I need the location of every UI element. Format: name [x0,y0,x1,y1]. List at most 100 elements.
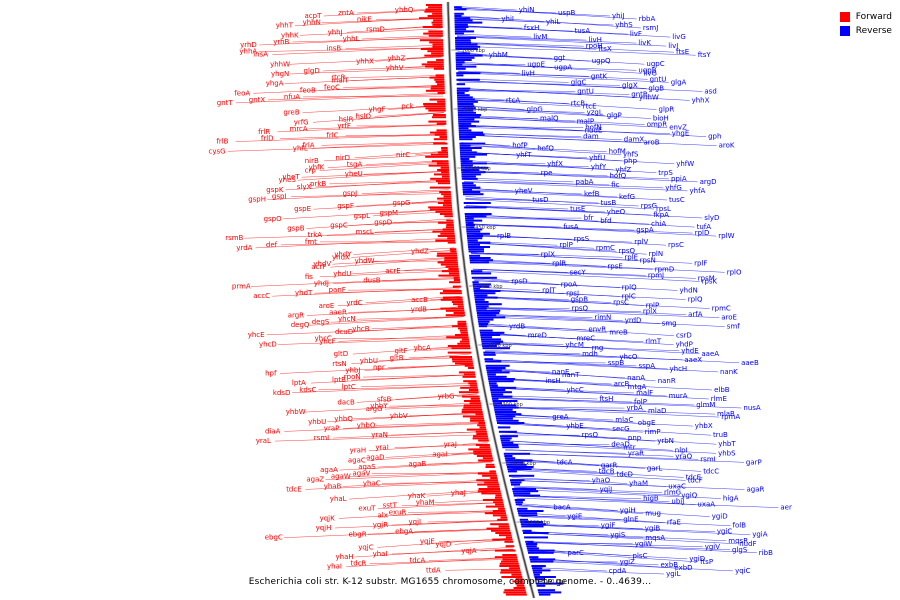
reverse-connector [497,416,693,427]
forward-connector [394,444,489,448]
forward-feature [427,15,443,17]
forward-gene-label: yhhV [386,64,404,72]
reverse-connector [475,289,686,300]
reverse-feature [513,494,541,497]
reverse-gene-label: exbD [674,564,692,572]
forward-gene-label: feoC [324,83,340,91]
reverse-connector [460,127,670,134]
forward-feature [448,272,460,275]
forward-feature [470,419,485,422]
forward-feature [497,518,508,521]
forward-gene-label: trkA [308,231,323,239]
reverse-connector [527,541,703,548]
reverse-feature [460,160,473,163]
reverse-feature [519,518,528,521]
reverse-gene-label: tusA [575,27,591,35]
reverse-gene-label: rlmT [645,338,662,346]
reverse-feature [481,340,504,343]
reverse-connector [479,314,593,318]
reverse-connector [524,531,727,542]
reverse-connector-lines [456,6,779,575]
forward-connector [332,431,486,439]
reverse-gene-label: plsC [633,552,648,560]
forward-feature [513,587,526,589]
reverse-gene-label: csrD [676,332,692,340]
reverse-gene-label: rpsD [511,277,527,285]
forward-feature [427,61,444,64]
reverse-gene-label: sspB [608,359,625,367]
reverse-gene-label: asd [704,87,716,95]
forward-gene-label: yrhD [240,41,257,49]
reverse-connector [483,343,680,352]
forward-gene-label: sstT [383,502,398,510]
forward-gene-label: yhhZ [388,54,406,62]
reverse-gene-label: livM [533,33,547,41]
forward-connector [323,9,441,17]
reverse-connector [470,252,693,264]
reverse-gene-label: rpsL [656,205,671,213]
forward-gene-label: prkB [310,180,326,188]
reverse-feature [466,230,481,233]
reverse-feature [466,232,490,235]
reverse-connector [501,431,717,445]
reverse-connector [511,477,628,484]
forward-connector [308,124,445,130]
reverse-feature [462,182,474,185]
reverse-gene-label: murA [669,392,688,400]
forward-feature [492,514,507,517]
reverse-connector [518,505,644,514]
forward-connector [407,510,504,513]
forward-gene-label: nikE [357,16,372,24]
reverse-feature [483,353,496,356]
reverse-gene-label: mqsA [645,534,665,542]
reverse-gene-label: malP [577,118,594,126]
forward-gene-label: yqjH [316,524,332,532]
reverse-feature [459,136,476,138]
reverse-feature [524,536,548,539]
map-caption: Escherichia coli str. K-12 substr. MG165… [248,577,652,587]
reverse-connector [459,108,651,119]
reverse-feature [472,283,492,286]
forward-connector [323,154,447,162]
forward-gene-label: exuR [389,508,407,516]
reverse-feature [454,26,469,28]
reverse-feature [462,191,481,193]
forward-feature [431,21,443,24]
reverse-connector [456,7,637,20]
reverse-feature [520,523,547,526]
forward-gene-label: tdcA [410,557,426,565]
reverse-feature [533,573,540,576]
reverse-feature [494,411,517,413]
reverse-connector [474,280,678,291]
forward-connector [347,288,460,291]
reverse-connector [459,114,645,125]
reverse-feature [482,347,510,350]
reverse-gene-label: rpsJ [566,290,579,298]
forward-feature [485,505,505,508]
forward-gene-label: yhhL [343,35,360,43]
forward-gene-label: yhbQ [334,415,353,423]
reverse-feature [455,43,478,46]
forward-feature [478,439,489,442]
forward-gene-label: crp [305,167,317,175]
reverse-feature [506,463,527,466]
reverse-feature [492,400,518,402]
reverse-connector [525,532,738,545]
reverse-gene-label: fsxH [524,24,540,32]
reverse-gene-label: rpsK [702,277,718,285]
reverse-gene-label: uxaC [668,483,686,491]
reverse-feature [471,270,483,273]
reverse-feature [461,171,486,174]
reverse-gene-label: tufA [697,223,712,231]
forward-gene-label: yhdY [334,251,352,259]
reverse-feature [473,292,496,295]
forward-gene-label: acpT [305,12,323,20]
forward-connector [259,36,442,46]
reverse-gene-label: ggt [554,54,566,62]
forward-gene-label: rsmD [366,25,385,33]
reverse-gene-label: glgA [671,78,687,86]
reverse-connector [460,134,717,146]
reverse-feature [495,415,516,418]
reverse-feature [455,39,471,42]
reverse-feature [488,378,515,380]
